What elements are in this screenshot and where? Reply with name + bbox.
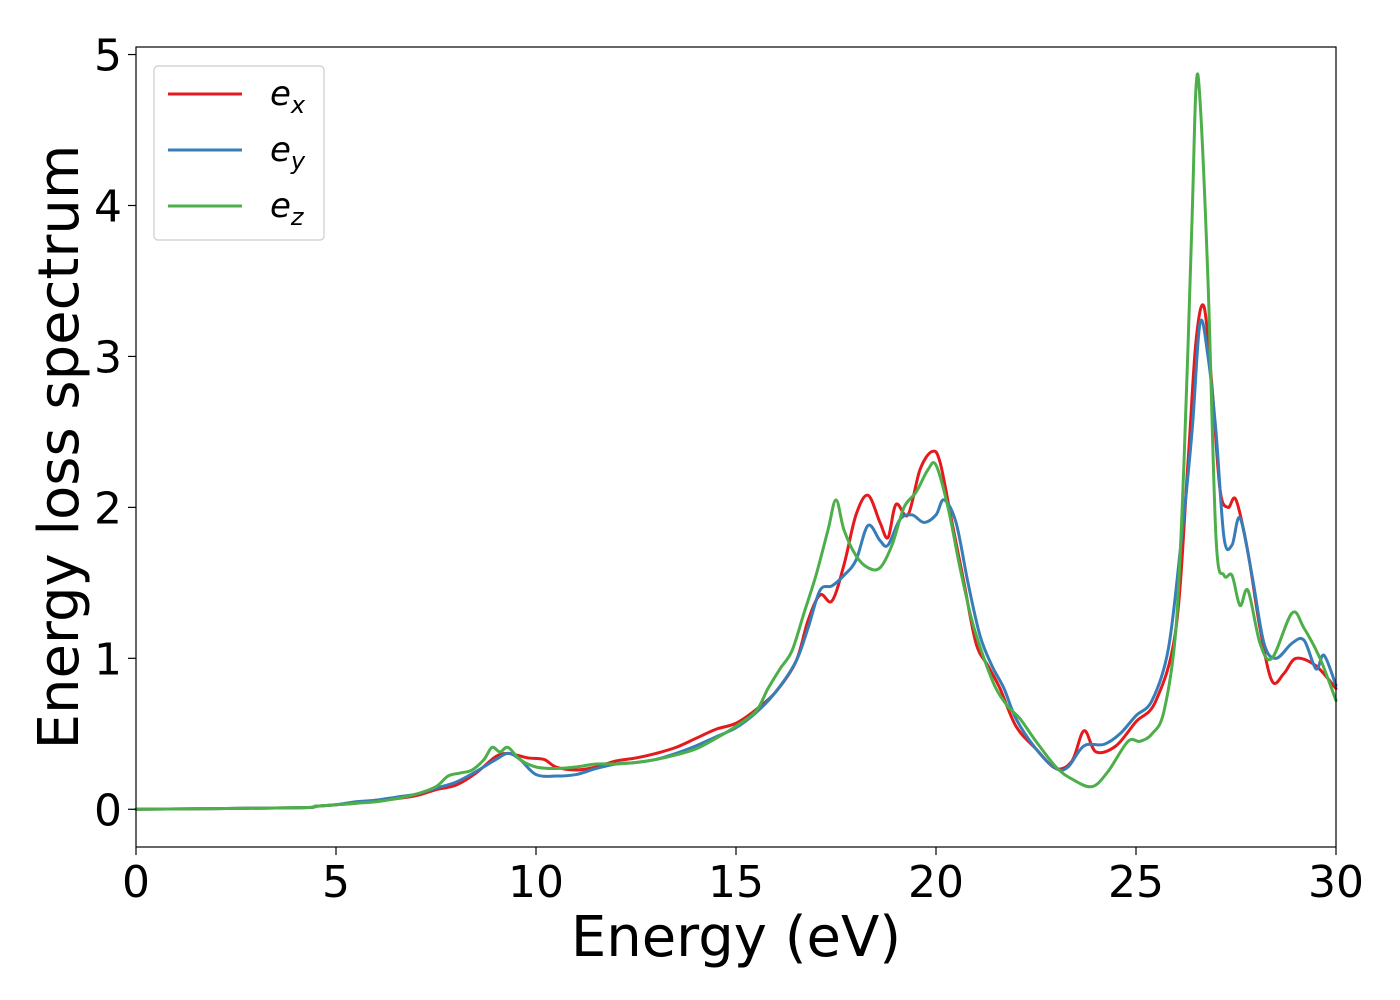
x-tick-label: 25 — [1108, 857, 1164, 908]
x-axis-title: Energy (eV) — [571, 905, 901, 970]
legend-label-y: ey — [270, 130, 306, 175]
y-tick-label: 4 — [94, 181, 122, 232]
y-tick-label: 1 — [94, 634, 122, 685]
legend-box — [153, 65, 325, 241]
y-tick-label: 0 — [94, 785, 122, 836]
x-tick-label: 30 — [1308, 857, 1364, 908]
x-axis: 0 5 10 15 20 25 30 — [122, 847, 1364, 908]
y-axis: 0 1 2 3 4 5 — [94, 31, 136, 836]
y-tick-label: 2 — [94, 483, 122, 534]
y-tick-label: 3 — [94, 332, 122, 383]
x-tick-label: 15 — [708, 857, 764, 908]
legend-label-x: ex — [270, 74, 306, 119]
series-layer — [134, 72, 1338, 811]
x-tick-label: 20 — [908, 857, 964, 908]
legend: ex ey ez — [153, 65, 325, 241]
y-axis-title: Energy loss spectrum — [27, 145, 92, 750]
series-line-z — [134, 72, 1338, 811]
x-tick-label: 10 — [508, 857, 564, 908]
x-tick-label: 5 — [322, 857, 350, 908]
x-tick-label: 0 — [122, 857, 150, 908]
legend-label-z: ez — [270, 186, 305, 231]
y-tick-label: 5 — [94, 31, 122, 82]
